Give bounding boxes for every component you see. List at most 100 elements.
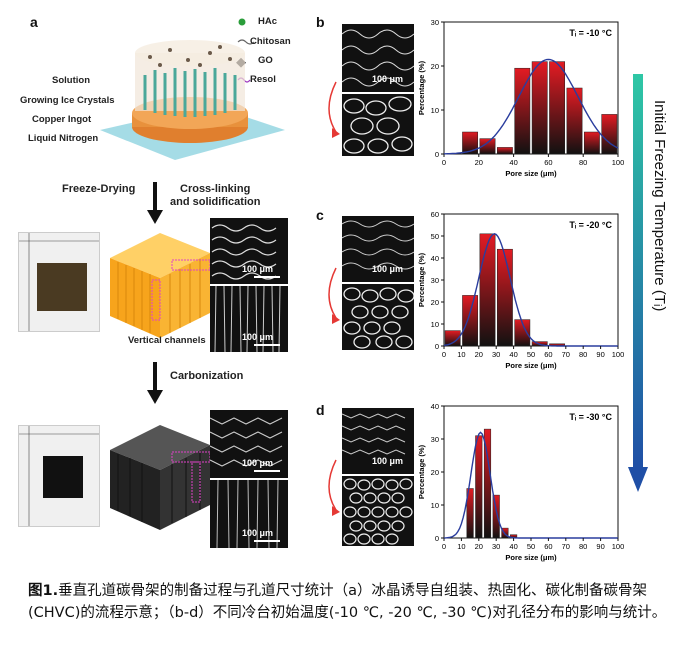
y-axis-label: Percentage (%)	[417, 60, 426, 115]
histogram-bar	[475, 435, 483, 539]
legend-chitosan: Chitosan	[250, 36, 291, 47]
sem-image-orange-top: 100 μm	[210, 218, 288, 284]
sample-photo-brown	[18, 232, 100, 332]
sem-texture-icon	[343, 478, 413, 545]
y-tick-label: 10	[431, 501, 439, 510]
histogram-bar	[601, 114, 618, 155]
red-curved-arrow-icon	[328, 459, 340, 516]
sem-image-orange-side: 100 μm	[210, 286, 288, 352]
x-tick-label: 40	[509, 350, 517, 359]
y-tick-label: 0	[435, 534, 439, 543]
sem-texture-icon	[211, 224, 277, 280]
x-tick-label: 60	[544, 542, 552, 551]
x-tick-label: 100	[612, 542, 625, 551]
y-tick-label: 30	[431, 435, 439, 444]
scale-label: 100 μm	[372, 264, 404, 274]
x-tick-label: 90	[596, 350, 604, 359]
y-tick-label: 50	[431, 232, 439, 241]
histogram-bar	[549, 61, 566, 155]
x-axis-label: Pore size (μm)	[505, 553, 557, 562]
histogram-bar	[462, 131, 479, 155]
y-tick-label: 20	[431, 62, 439, 71]
sem-texture-icon	[216, 480, 279, 548]
scale-bar	[254, 540, 280, 542]
pointer-line	[170, 302, 210, 303]
orange-scaffold-illustration	[110, 233, 211, 338]
sem-texture-icon	[343, 96, 413, 154]
x-tick-label: 0	[442, 542, 446, 551]
x-tick-label: 20	[475, 350, 483, 359]
x-tick-label: 90	[596, 542, 604, 551]
chart-title: Tᵢ = -20 °C	[569, 220, 612, 230]
y-tick-label: 10	[431, 320, 439, 329]
scale-label: 100 μm	[372, 74, 404, 84]
step-solidification: and solidification	[170, 196, 261, 208]
x-axis-label: Pore size (μm)	[505, 169, 557, 178]
sem-c-top	[342, 284, 414, 350]
x-tick-label: 80	[579, 350, 587, 359]
x-tick-label: 50	[527, 350, 535, 359]
x-tick-label: 20	[475, 542, 483, 551]
scale-label: 100 μm	[242, 264, 274, 274]
panel-letter-a: a	[30, 14, 38, 30]
histogram-bar	[531, 61, 548, 155]
histogram-bar	[583, 131, 600, 155]
y-axis-label: Percentage (%)	[417, 252, 426, 307]
step-carbonization: Carbonization	[170, 370, 244, 382]
sem-b-side: 100 μm	[342, 24, 414, 92]
histogram-bar	[466, 488, 474, 539]
scale-label: 100 μm	[242, 528, 274, 538]
y-tick-label: 60	[431, 210, 439, 219]
y-tick-label: 40	[431, 402, 439, 411]
y-tick-label: 20	[431, 298, 439, 307]
y-tick-label: 30	[431, 18, 439, 27]
histogram-bar	[479, 138, 496, 155]
histogram-bar	[483, 428, 492, 539]
x-tick-label: 40	[509, 158, 517, 167]
y-tick-label: 40	[431, 254, 439, 263]
histogram-bar	[514, 67, 531, 155]
step-cross-linking: Cross-linking	[180, 183, 251, 195]
gaussian-fit-line	[443, 233, 618, 347]
axis-title-freezing-temperature: Initial Freezing Temperature (Tᵢ)	[650, 100, 670, 500]
scale-label: 100 μm	[242, 332, 274, 342]
y-axis-label: Percentage (%)	[417, 444, 426, 499]
x-tick-label: 30	[492, 350, 500, 359]
histogram-bar	[462, 295, 479, 347]
x-tick-label: 0	[442, 350, 446, 359]
sem-texture-icon	[342, 220, 414, 270]
plot-frame	[443, 21, 619, 155]
ruler-icon	[19, 233, 99, 331]
histogram-bar	[566, 87, 583, 155]
freezing-temperature-text: Initial Freezing Temperature (Tᵢ)	[651, 100, 668, 312]
chart-title: Tᵢ = -30 °C	[569, 412, 612, 422]
panel-letter-c: c	[316, 207, 324, 223]
x-tick-label: 20	[475, 158, 483, 167]
sample-photo-black	[18, 425, 100, 527]
x-tick-label: 60	[544, 158, 552, 167]
y-tick-label: 10	[431, 106, 439, 115]
label-solution: Solution	[52, 75, 90, 86]
histogram-chart-d: 0 10 20 30 40 50 60 70 80 90 100 0 10 20 30 40 Pore size…	[417, 402, 625, 562]
scale-label: 100 μm	[372, 456, 404, 466]
step-freeze-drying: Freeze-Drying	[62, 183, 136, 195]
sem-image-black-top: 100 μm	[210, 410, 288, 478]
x-tick-label: 30	[492, 542, 500, 551]
histogram-bar	[496, 147, 513, 155]
histogram-chart-b: 0 20 40 60 80 100 0 10 20 30 Pore size (μm) Percent…	[417, 18, 624, 178]
scale-bar	[254, 344, 280, 346]
scale-bar	[254, 276, 280, 278]
x-tick-label: 60	[544, 350, 552, 359]
caption-label: 图1.	[28, 583, 59, 599]
histogram-chart-c: 0 10 20 30 40 50 60 70 80 90 100 0 10 20 30 40 50 60 Pore …	[417, 210, 624, 370]
y-tick-label: 30	[431, 276, 439, 285]
x-tick-label: 80	[579, 158, 587, 167]
freeze-setup-illustration	[100, 40, 285, 160]
sem-c-side: 100 μm	[342, 216, 414, 282]
down-arrow-1-icon	[147, 182, 163, 224]
sem-texture-icon	[343, 287, 414, 349]
histogram-bar	[444, 330, 461, 347]
panel-letter-b: b	[316, 14, 325, 30]
down-arrow-2-icon	[147, 362, 163, 404]
figure-caption: 图1.垂直孔道碳骨架的制备过程与孔道尺寸统计（a）冰晶诱导自组装、热固化、碳化制…	[28, 580, 668, 624]
